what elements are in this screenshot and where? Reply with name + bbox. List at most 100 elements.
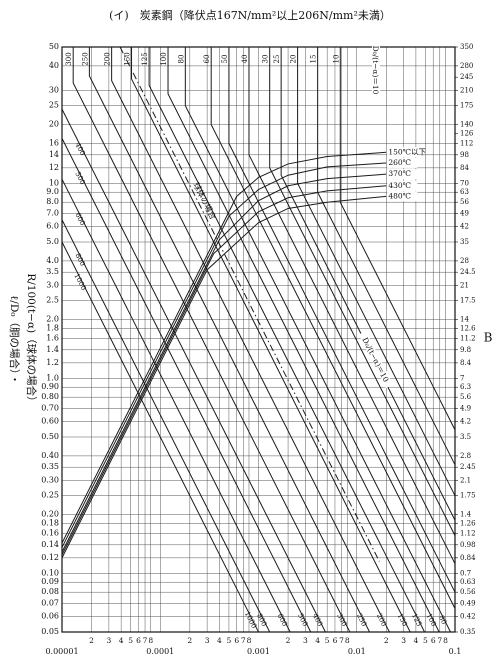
y2-tick-label: 24.5 bbox=[460, 268, 476, 276]
y2-tick-label: 210 bbox=[460, 86, 473, 94]
series-label-bg bbox=[387, 157, 418, 168]
y-tick-label: 0.40 bbox=[41, 451, 59, 460]
x-tick-label: 2 bbox=[89, 636, 94, 645]
series-label: 15 bbox=[310, 55, 318, 64]
curve bbox=[62, 219, 271, 632]
y-tick-label: 0.70 bbox=[41, 404, 59, 413]
series-label: 260℃ bbox=[388, 158, 411, 167]
x-tick-label: 5 bbox=[423, 636, 428, 645]
y-tick-label: 0.12 bbox=[41, 553, 59, 562]
y-tick-label: 0.16 bbox=[41, 528, 59, 537]
curve bbox=[131, 47, 411, 632]
y-tick-label: 0.35 bbox=[41, 462, 59, 471]
y-axis-label: R/100(t−α)（球体の場合） bbox=[25, 273, 38, 406]
y-tick-label: 0.06 bbox=[41, 612, 59, 621]
series-label: 80 bbox=[437, 614, 448, 626]
y2-tick-label: 0.56 bbox=[460, 588, 476, 596]
y-tick-label: 0.05 bbox=[41, 627, 59, 636]
plot-area bbox=[62, 47, 455, 632]
x-tick-label: 6 bbox=[136, 636, 141, 645]
y2-tick-label: 1.75 bbox=[460, 492, 476, 500]
y-tick-label: 0.14 bbox=[41, 540, 59, 549]
y2-tick-label: 350 bbox=[460, 43, 473, 51]
x-tick-label: 2 bbox=[384, 636, 389, 645]
y2-tick-label: 12.6 bbox=[460, 325, 476, 333]
y2-tick-label: 4.9 bbox=[460, 405, 471, 413]
x-tick-label: 2 bbox=[187, 636, 192, 645]
y2-tick-label: 56 bbox=[460, 198, 469, 206]
curve bbox=[280, 47, 455, 521]
y2-tick-label: 280 bbox=[460, 62, 473, 70]
y2-tick-label: 2.8 bbox=[460, 452, 471, 460]
y-tick-label: 2.5 bbox=[46, 296, 59, 305]
y-tick-label: 50 bbox=[49, 42, 59, 51]
y-tick-label: 1.0 bbox=[46, 373, 59, 382]
annotation-bg bbox=[358, 330, 394, 389]
series-label: 125 bbox=[141, 52, 149, 65]
y-tick-label: 4.0 bbox=[46, 256, 59, 265]
series-label: 50 bbox=[221, 55, 229, 64]
y-axis-label: ℓ/D₀（胴の場合）・ bbox=[8, 295, 21, 384]
y2-tick-label: 126 bbox=[460, 130, 474, 138]
series-label: 200 bbox=[104, 52, 112, 65]
x-tick-label: 0.001 bbox=[247, 647, 270, 656]
x-tick-label: 6 bbox=[234, 636, 239, 645]
curve bbox=[62, 162, 387, 548]
series-label: 430℃ bbox=[388, 181, 411, 190]
x-tick-label: 7 bbox=[339, 636, 344, 645]
x-tick-label: 0.1 bbox=[449, 647, 462, 656]
y-tick-label: 1.2 bbox=[46, 358, 59, 367]
series-label: 300 bbox=[65, 52, 73, 65]
curve bbox=[72, 47, 351, 632]
y2-tick-label: 0.98 bbox=[460, 541, 476, 549]
series-label: 370℃ bbox=[388, 169, 411, 178]
curve bbox=[62, 173, 387, 553]
y2-tick-label: 175 bbox=[460, 102, 473, 110]
curve bbox=[62, 151, 387, 544]
y2-tick-label: 9.8 bbox=[460, 346, 471, 354]
y2-tick-label: 98 bbox=[460, 151, 469, 159]
y2-tick-label: 14 bbox=[460, 316, 469, 324]
curve bbox=[148, 47, 426, 632]
y2-tick-label: 0.84 bbox=[460, 554, 476, 562]
y-tick-label: 6.0 bbox=[46, 222, 59, 231]
y-tick-label: 9.0 bbox=[46, 187, 59, 196]
x-tick-label: 6 bbox=[333, 636, 338, 645]
y2-tick-label: 2.45 bbox=[460, 463, 476, 471]
x-tick-label: 4 bbox=[315, 636, 320, 645]
x-tick-label: 5 bbox=[325, 636, 330, 645]
y2-tick-label: 84 bbox=[460, 164, 469, 172]
y-tick-label: 3.0 bbox=[46, 280, 59, 289]
y2-tick-label: 140 bbox=[460, 121, 473, 129]
x-tick-label: 3 bbox=[401, 636, 406, 645]
series-label: 40 bbox=[241, 55, 249, 64]
y2-tick-label: 21 bbox=[460, 281, 469, 289]
y-tick-label: 14 bbox=[49, 150, 59, 159]
y2-tick-label: 0.49 bbox=[460, 600, 476, 608]
y-tick-label: 0.08 bbox=[41, 587, 59, 596]
y-tick-label: 5.0 bbox=[46, 237, 59, 246]
x-tick-label: 8 bbox=[443, 636, 448, 645]
x-tick-label: 5 bbox=[227, 636, 232, 645]
y2-tick-label: 7 bbox=[460, 374, 464, 382]
series-label: 60 bbox=[203, 55, 211, 64]
y-tick-label: 0.90 bbox=[41, 382, 59, 391]
y-tick-label: 2.0 bbox=[46, 315, 59, 324]
x-tick-label: 0.00001 bbox=[45, 647, 78, 656]
x-tick-label: 3 bbox=[106, 636, 111, 645]
x-tick-label: 4 bbox=[217, 636, 222, 645]
curve bbox=[167, 47, 440, 632]
y2-tick-label: 1.4 bbox=[460, 511, 472, 519]
series-label-bg bbox=[387, 147, 418, 158]
y2-tick-label: 5.6 bbox=[460, 393, 472, 401]
curve bbox=[339, 47, 455, 431]
series-label: 480℃ bbox=[388, 191, 411, 200]
curve bbox=[62, 185, 387, 556]
curve bbox=[62, 108, 326, 632]
y2-tick-label: 4.2 bbox=[460, 418, 471, 426]
x-tick-label: 4 bbox=[119, 636, 124, 645]
x-tick-label: 8 bbox=[148, 636, 153, 645]
annotation-bg bbox=[372, 40, 380, 100]
